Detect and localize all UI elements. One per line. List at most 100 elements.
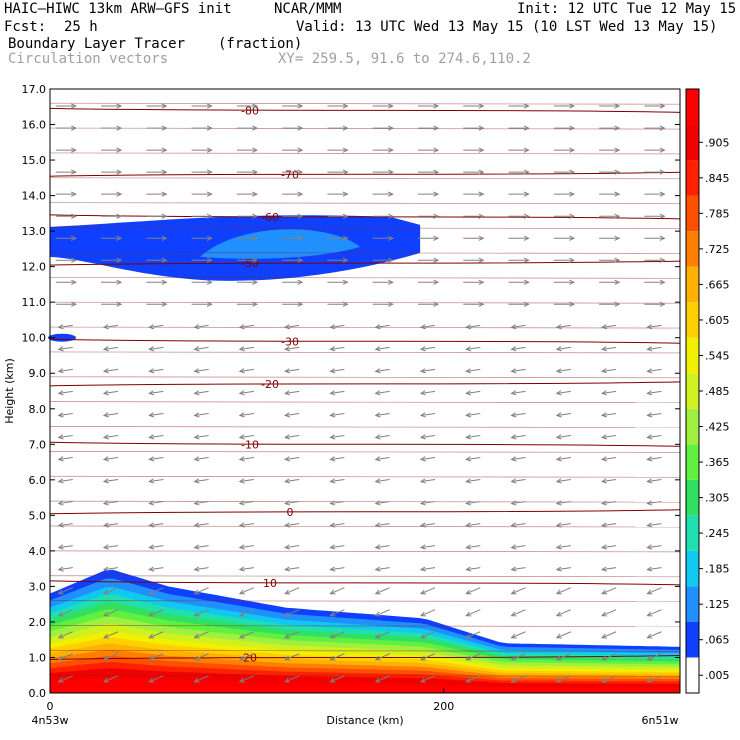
wind-vector	[644, 169, 666, 175]
wind-vector	[284, 390, 300, 396]
wind-vector-head	[193, 434, 200, 440]
wind-vector-head	[284, 677, 291, 683]
wind-vector	[329, 653, 345, 661]
wind-vector	[418, 213, 440, 219]
wind-vector-head	[614, 235, 621, 241]
wind-vector	[236, 301, 259, 307]
wind-vector	[55, 213, 77, 219]
wind-vector	[102, 346, 119, 352]
wind-vector-shaft	[556, 545, 571, 549]
wind-vector-head	[374, 346, 381, 352]
wind-vector	[282, 235, 304, 241]
wind-vector-head	[419, 390, 426, 396]
wind-vector-head	[57, 346, 64, 352]
wind-vector	[329, 456, 345, 462]
wind-vector-head	[374, 412, 381, 418]
wind-vector	[510, 500, 526, 506]
wind-vector-head	[193, 324, 200, 330]
wind-vector	[510, 434, 526, 440]
wind-vector-head	[102, 412, 109, 418]
wind-vector-shaft	[330, 390, 345, 394]
wind-vector	[601, 609, 617, 617]
wind-vector-shaft	[647, 368, 662, 372]
wind-vector-head	[71, 213, 77, 219]
y-tick-label: 14.0	[22, 190, 47, 203]
wind-vector-head	[374, 368, 381, 374]
wind-vector-shaft	[149, 523, 164, 527]
wind-vector-shaft	[239, 457, 254, 461]
wind-vector	[146, 103, 168, 109]
wind-vector-head	[71, 103, 77, 109]
wind-vector-head	[433, 169, 440, 175]
wind-vector-head	[433, 213, 440, 219]
wind-vector	[57, 412, 73, 418]
wind-vector-head	[374, 456, 381, 462]
wind-vector	[329, 631, 345, 639]
wind-vector-head	[659, 257, 666, 263]
wind-vector-shaft	[58, 390, 73, 394]
wind-vector-shaft	[330, 631, 345, 639]
valid-time: Valid: 13 UTC Wed 13 May 15 (10 LST Wed …	[296, 19, 718, 35]
wind-vector	[463, 169, 485, 175]
wind-vector-shaft	[420, 346, 436, 350]
wind-vector-head	[238, 412, 245, 418]
wind-vector-head	[555, 478, 562, 484]
wind-vector	[148, 587, 164, 595]
wind-vector-shaft	[239, 324, 254, 328]
wind-vector-shaft	[556, 567, 571, 571]
wind-vector	[102, 587, 119, 595]
wind-vector-head	[433, 125, 440, 131]
isotherm-minor	[49, 600, 681, 602]
wind-vector	[238, 324, 254, 330]
wind-vector-head	[374, 500, 381, 506]
wind-vector-shaft	[420, 609, 436, 617]
wind-vector-head	[510, 412, 517, 418]
wind-vector	[102, 653, 119, 661]
wind-vector	[191, 301, 213, 307]
wind-vector	[238, 631, 255, 639]
colorbar-label: .065	[705, 634, 730, 647]
wind-vector-shaft	[647, 346, 662, 350]
wind-vector-head	[238, 611, 245, 617]
wind-vector	[419, 631, 436, 639]
wind-vector-head	[387, 279, 394, 285]
wind-vector-head	[148, 412, 155, 418]
wind-vector-head	[116, 213, 123, 219]
wind-vector-shaft	[149, 567, 164, 571]
wind-vector-head	[193, 478, 200, 484]
wind-vector-head	[465, 500, 472, 506]
wind-vector-head	[116, 169, 123, 175]
wind-vector-head	[148, 522, 155, 528]
wind-vector-shaft	[149, 390, 164, 394]
wind-vector-shaft	[556, 501, 571, 505]
wind-vector-head	[601, 655, 608, 661]
wind-vector-shaft	[420, 324, 436, 328]
wind-vector-head	[465, 456, 472, 462]
wind-vector	[193, 500, 209, 506]
wind-vector-head	[116, 257, 123, 263]
wind-vector-shaft	[466, 368, 481, 372]
wind-vector	[510, 478, 526, 484]
wind-vector-head	[342, 191, 349, 197]
isotherm-minor	[49, 376, 681, 379]
wind-vector	[284, 522, 300, 528]
wind-vector	[599, 103, 621, 109]
wind-vector-head	[523, 147, 530, 153]
wind-vector	[57, 324, 73, 330]
wind-vector-head	[238, 456, 245, 462]
wind-vector	[193, 566, 209, 572]
overlay-name: Circulation vectors	[8, 51, 169, 67]
wind-vector-head	[659, 169, 666, 175]
wind-vector-shaft	[511, 479, 526, 483]
wind-vector-head	[646, 390, 653, 396]
wind-vector-head	[465, 412, 472, 418]
wind-vector-head	[510, 655, 517, 661]
colorbar-swatch	[686, 408, 699, 445]
wind-vector-head	[252, 169, 259, 175]
wind-vector-head	[523, 213, 530, 219]
wind-vector	[329, 544, 345, 550]
wind-vector	[553, 257, 575, 263]
wind-vector-shaft	[647, 587, 662, 595]
wind-vector-head	[614, 301, 621, 307]
wind-vector-head	[374, 589, 381, 595]
